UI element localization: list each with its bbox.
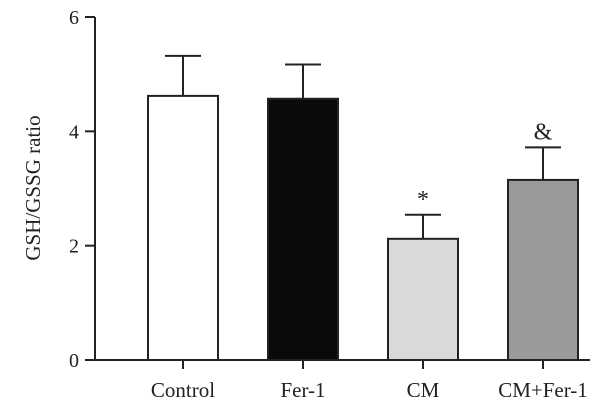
y-tick-label: 4 (69, 121, 79, 143)
bars (147, 94, 579, 362)
significance-label: * (417, 187, 429, 213)
bar (387, 237, 459, 362)
x-tick-label: Control (151, 378, 215, 402)
y-axis-title: GSH/GSSG ratio (21, 115, 45, 260)
labels: 0 2 4 6 Control Fer-1 CM * CM+Fer-1 & (69, 7, 588, 402)
x-tick-label: CM+Fer-1 (498, 378, 588, 402)
bar (267, 97, 339, 362)
y-tick-label: 2 (69, 236, 79, 258)
x-tick-label: CM (407, 378, 440, 402)
y-tick-label: 0 (69, 350, 79, 372)
x-tick-label: Fer-1 (280, 378, 325, 402)
bar (147, 94, 219, 361)
error-bars (165, 54, 561, 239)
y-tick-label: 6 (69, 7, 79, 29)
bar (507, 178, 579, 361)
significance-label: & (534, 119, 553, 145)
